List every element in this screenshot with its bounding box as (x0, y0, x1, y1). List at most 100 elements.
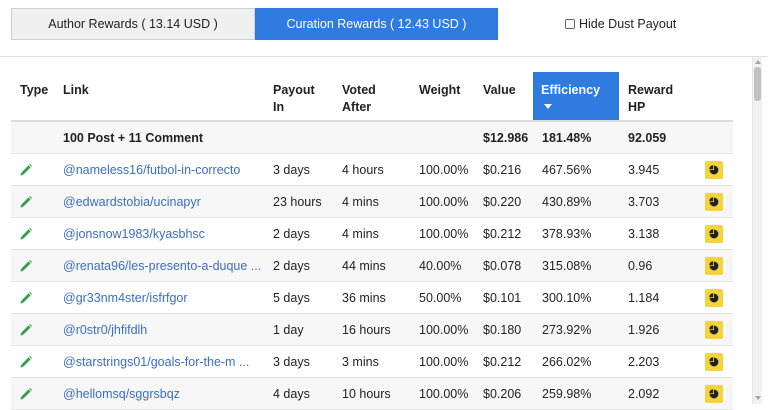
vote-details-button[interactable] (705, 378, 723, 409)
column-header-reward-hp[interactable]: Reward HP (628, 83, 674, 114)
table-row: @hellomsq/sggrsbqz 4 days 10 hours 100.0… (11, 378, 733, 410)
scroll-down-icon[interactable] (755, 396, 761, 400)
efficiency-cell: 259.98% (542, 386, 592, 401)
hide-dust-checkbox[interactable] (565, 19, 575, 29)
post-link[interactable]: @r0str0/jhfifdlh (63, 322, 148, 337)
pie-chart-icon[interactable] (705, 160, 723, 179)
pencil-icon (19, 346, 33, 377)
column-header-efficiency[interactable]: Efficiency (533, 72, 619, 120)
column-header-type[interactable]: Type (20, 83, 49, 97)
efficiency-cell: 378.93% (542, 226, 592, 241)
post-link[interactable]: @gr33nm4ster/isfrfgor (63, 290, 188, 305)
value-cell: $0.212 (483, 226, 522, 241)
weight-cell: 100.00% (419, 226, 469, 241)
payout-in-cell: 2 days (273, 226, 310, 241)
voted-after-cell: 36 mins (342, 290, 386, 305)
value-cell: $0.180 (483, 322, 522, 337)
table-row: @jonsnow1983/kyasbhsc 2 days 4 mins 100.… (11, 218, 733, 250)
tab-author-rewards[interactable]: Author Rewards ( 13.14 USD ) (11, 8, 255, 40)
value-cell: $0.220 (483, 194, 522, 209)
weight-cell: 100.00% (419, 162, 469, 177)
reward-tabs: Author Rewards ( 13.14 USD ) Curation Re… (11, 8, 498, 40)
vote-details-button[interactable] (705, 314, 723, 345)
summary-label: 100 Post + 11 Comment (63, 130, 203, 145)
pie-chart-icon[interactable] (705, 224, 723, 243)
voted-after-cell: 4 mins (342, 226, 379, 241)
tab-curation-rewards[interactable]: Curation Rewards ( 12.43 USD ) (255, 8, 498, 40)
scroll-up-icon[interactable] (755, 60, 761, 64)
curation-table: Type Link Payout In Voted After Weight Val… (11, 72, 733, 410)
payout-in-cell: 23 hours (273, 194, 322, 209)
column-header-value[interactable]: Value (483, 83, 516, 97)
efficiency-cell: 467.56% (542, 162, 592, 177)
table-row: @renata96/les-presento-a-duque ... 2 day… (11, 250, 733, 282)
payout-in-cell: 1 day (273, 322, 304, 337)
pencil-icon (19, 314, 33, 345)
sort-desc-icon (544, 104, 552, 109)
vertical-scrollbar[interactable] (752, 57, 762, 404)
summary-row: 100 Post + 11 Comment $12.986 181.48% 92… (11, 122, 733, 154)
voted-after-cell: 44 mins (342, 258, 386, 273)
vote-details-button[interactable] (705, 186, 723, 217)
reward-hp-cell: 1.184 (628, 290, 660, 305)
reward-hp-cell: 3.703 (628, 194, 660, 209)
weight-cell: 100.00% (419, 386, 469, 401)
column-header-voted-after[interactable]: Voted After (342, 83, 376, 114)
post-link[interactable]: @hellomsq/sggrsbqz (63, 386, 180, 401)
vote-details-button[interactable] (705, 218, 723, 249)
pencil-icon (19, 250, 33, 281)
value-cell: $0.101 (483, 290, 522, 305)
value-cell: $0.212 (483, 354, 522, 369)
reward-hp-cell: 1.926 (628, 322, 660, 337)
value-cell: $0.206 (483, 386, 522, 401)
efficiency-cell: 273.92% (542, 322, 592, 337)
reward-hp-cell: 2.203 (628, 354, 660, 369)
vote-details-button[interactable] (705, 154, 723, 185)
value-cell: $0.078 (483, 258, 522, 273)
vote-details-button[interactable] (705, 346, 723, 377)
weight-cell: 100.00% (419, 354, 469, 369)
pie-chart-icon[interactable] (705, 352, 723, 371)
pie-chart-icon[interactable] (705, 192, 723, 211)
vote-details-button[interactable] (705, 250, 723, 281)
pencil-icon (19, 378, 33, 409)
column-header-payout-in[interactable]: Payout In (273, 83, 315, 114)
hide-dust-label: Hide Dust Payout (579, 17, 677, 31)
header-divider (0, 56, 768, 57)
post-link[interactable]: @nameless16/futbol-in-correcto (63, 162, 241, 177)
weight-cell: 100.00% (419, 322, 469, 337)
column-header-weight[interactable]: Weight (419, 83, 461, 97)
pie-chart-icon[interactable] (705, 384, 723, 403)
reward-hp-cell: 0.96 (628, 258, 653, 273)
post-link[interactable]: @jonsnow1983/kyasbhsc (63, 226, 205, 241)
efficiency-cell: 266.02% (542, 354, 592, 369)
column-header-link[interactable]: Link (63, 83, 89, 97)
vote-details-button[interactable] (705, 282, 723, 313)
summary-reward: 92.059 (628, 130, 667, 145)
payout-in-cell: 5 days (273, 290, 310, 305)
reward-hp-cell: 2.092 (628, 386, 660, 401)
hide-dust-toggle[interactable]: Hide Dust Payout (565, 17, 676, 31)
table-row: @nameless16/futbol-in-correcto 3 days 4 … (11, 154, 733, 186)
table-row: @starstrings01/goals-for-the-m ... 3 day… (11, 346, 733, 378)
table-header: Type Link Payout In Voted After Weight Val… (11, 72, 733, 122)
post-link[interactable]: @starstrings01/goals-for-the-m ... (63, 354, 250, 369)
scroll-thumb[interactable] (754, 67, 761, 101)
weight-cell: 100.00% (419, 194, 469, 209)
pencil-icon (19, 186, 33, 217)
voted-after-cell: 4 mins (342, 194, 379, 209)
post-link[interactable]: @renata96/les-presento-a-duque ... (63, 258, 262, 273)
voted-after-cell: 4 hours (342, 162, 384, 177)
table-row: @r0str0/jhfifdlh 1 day 16 hours 100.00% … (11, 314, 733, 346)
payout-in-cell: 2 days (273, 258, 310, 273)
pie-chart-icon[interactable] (705, 256, 723, 275)
voted-after-cell: 16 hours (342, 322, 391, 337)
table-row: @gr33nm4ster/isfrfgor 5 days 36 mins 50.… (11, 282, 733, 314)
summary-value: $12.986 (483, 130, 529, 145)
pie-chart-icon[interactable] (705, 320, 723, 339)
summary-efficiency: 181.48% (542, 130, 592, 145)
reward-hp-cell: 3.945 (628, 162, 660, 177)
post-link[interactable]: @edwardstobia/ucinapyr (63, 194, 201, 209)
pie-chart-icon[interactable] (705, 288, 723, 307)
pencil-icon (19, 218, 33, 249)
